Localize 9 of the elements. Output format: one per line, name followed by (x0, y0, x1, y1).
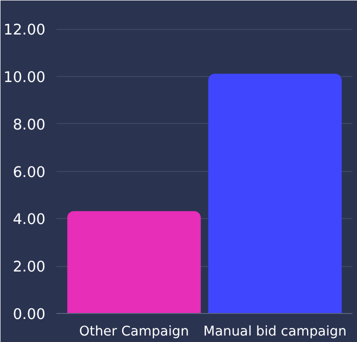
x-tick-label: Other Campaign (79, 324, 189, 340)
y-tick-label: 4.00 (12, 211, 46, 228)
y-tick-label: 12.00 (4, 22, 46, 39)
y-tick-label: 10.00 (4, 69, 46, 86)
y-tick-label: 6.00 (12, 164, 46, 181)
y-tick-label: 8.00 (12, 116, 46, 134)
y-tick-label: 0.00 (12, 306, 46, 323)
x-tick-label: Manual bid campaign (203, 324, 347, 340)
y-tick-label: 2.00 (12, 258, 46, 276)
